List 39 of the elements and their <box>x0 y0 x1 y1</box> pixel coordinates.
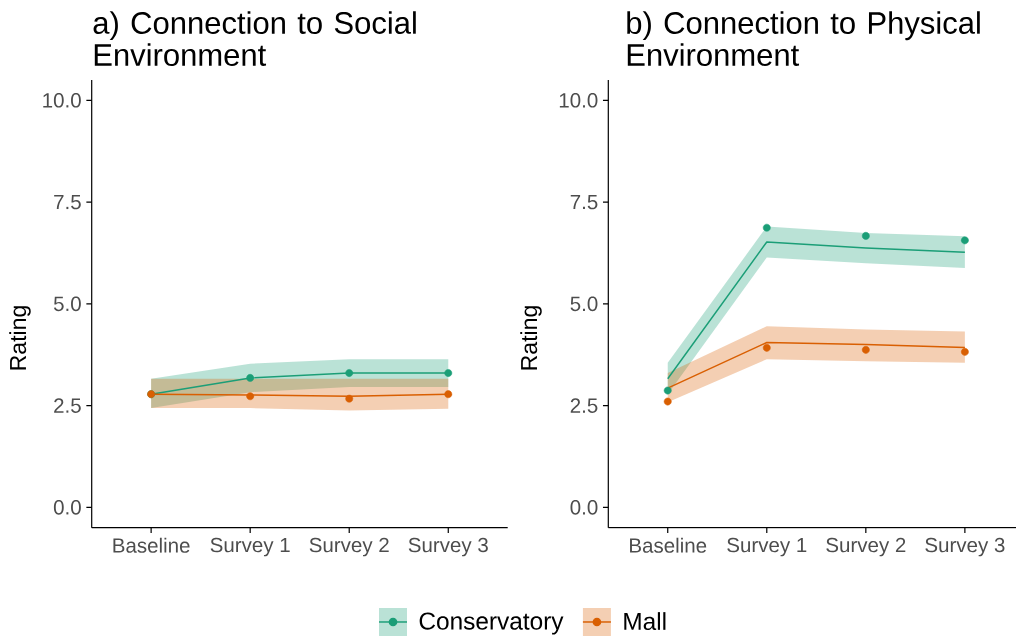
point <box>246 392 255 401</box>
y-tick-label: 5.0 <box>570 296 598 312</box>
x-tick-label: Survey 2 <box>826 537 906 557</box>
point <box>861 232 870 240</box>
y-tick-label: 0.0 <box>53 500 81 515</box>
chart-title: a) Connection to Social Environment <box>93 11 416 66</box>
y-tick-label: 10.0 <box>559 93 598 108</box>
point <box>663 386 672 395</box>
x-tick-label: Survey 3 <box>408 537 488 557</box>
point <box>961 348 969 356</box>
x-tick-label: Baseline <box>630 537 707 553</box>
point <box>861 345 870 354</box>
x-tick-label: Survey 3 <box>925 537 1005 557</box>
point <box>961 236 969 245</box>
y-axis-title: Rating <box>520 306 542 370</box>
point <box>345 369 354 377</box>
y-tick-label: 2.5 <box>570 398 598 413</box>
x-tick-label: Survey 1 <box>727 537 807 557</box>
y-tick-label: 5.0 <box>53 296 81 312</box>
point <box>246 374 255 382</box>
legend-label: Mall <box>624 612 666 631</box>
legend-label: Conservatory <box>419 612 564 635</box>
point <box>663 397 672 406</box>
point <box>444 390 453 399</box>
x-tick-label: Survey 1 <box>210 537 290 557</box>
y-axis-title: Rating <box>9 306 31 370</box>
point <box>762 343 771 352</box>
x-tick-label: Survey 2 <box>309 537 389 557</box>
y-tick-label: 0.0 <box>570 500 598 515</box>
y-tick-label: 7.5 <box>570 194 598 210</box>
y-tick-label: 2.5 <box>54 398 81 413</box>
chart-title: b) Connection to Physical Environment <box>627 11 980 66</box>
point <box>345 394 354 403</box>
point <box>762 223 771 232</box>
y-tick-label: 10.0 <box>43 93 81 108</box>
line-series <box>667 241 966 380</box>
point <box>444 369 453 377</box>
y-tick-label: 7.5 <box>54 194 81 210</box>
x-tick-label: Baseline <box>113 537 190 553</box>
